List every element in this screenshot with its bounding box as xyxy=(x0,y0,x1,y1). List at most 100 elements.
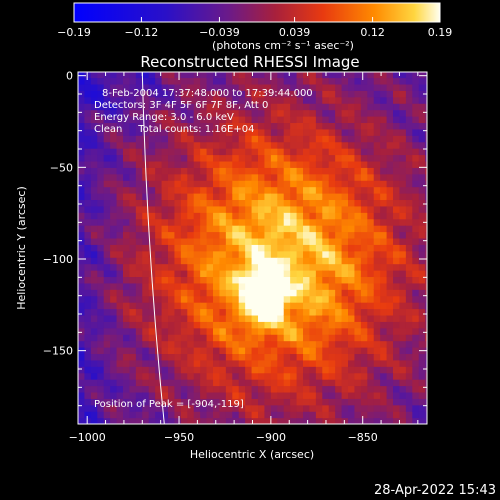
heatmap-cell xyxy=(405,135,413,143)
heatmap-cell xyxy=(348,116,356,124)
heatmap-cell xyxy=(380,321,388,329)
heatmap-cell xyxy=(296,225,304,233)
heatmap-cell xyxy=(290,391,298,399)
heatmap-cell xyxy=(380,205,388,213)
heatmap-cell xyxy=(238,83,246,91)
heatmap-cell xyxy=(367,244,375,252)
heatmap-cell xyxy=(386,398,394,406)
heatmap-cell xyxy=(187,96,195,104)
heatmap-cell xyxy=(405,404,413,412)
heatmap-cell xyxy=(180,276,188,284)
heatmap-cell xyxy=(213,411,221,419)
heatmap-cell xyxy=(303,308,311,316)
heatmap-cell xyxy=(367,186,375,194)
heatmap-cell xyxy=(341,308,349,316)
heatmap-cell xyxy=(129,257,137,265)
heatmap-cell xyxy=(180,199,188,207)
heatmap-cell xyxy=(380,186,388,194)
heatmap-cell xyxy=(245,404,253,412)
heatmap-cell xyxy=(187,90,195,98)
heatmap-cell xyxy=(412,327,420,335)
heatmap-cell xyxy=(412,250,420,258)
heatmap-cell xyxy=(277,180,285,188)
heatmap-cell xyxy=(193,404,201,412)
heatmap-cell xyxy=(135,160,143,168)
heatmap-cell xyxy=(155,270,163,278)
heatmap-cell xyxy=(277,308,285,316)
heatmap-cell xyxy=(180,96,188,104)
heatmap-cell xyxy=(412,237,420,245)
heatmap-cell xyxy=(129,289,137,297)
heatmap-cell xyxy=(360,154,368,162)
heatmap-cell xyxy=(251,391,259,399)
heatmap-cell xyxy=(393,186,401,194)
heatmap-cell xyxy=(283,289,291,297)
heatmap-cell xyxy=(78,173,86,181)
heatmap-cell xyxy=(251,340,259,348)
heatmap-cell xyxy=(97,72,105,79)
heatmap-cell xyxy=(309,257,317,265)
heatmap-cell xyxy=(232,154,240,162)
heatmap-cell xyxy=(283,141,291,149)
heatmap-cell xyxy=(116,96,124,104)
heatmap-cell xyxy=(174,276,182,284)
heatmap-cell xyxy=(322,122,330,130)
heatmap-cell xyxy=(283,212,291,220)
heatmap-cell xyxy=(264,167,272,175)
heatmap-cell xyxy=(303,109,311,117)
heatmap-cell xyxy=(386,109,394,117)
heatmap-cell xyxy=(187,128,195,136)
heatmap-cell xyxy=(399,173,407,181)
heatmap-cell xyxy=(341,77,349,85)
heatmap-cell xyxy=(315,314,323,322)
heatmap-cell xyxy=(373,353,381,361)
heatmap-cell xyxy=(328,295,336,303)
heatmap-cell xyxy=(328,180,336,188)
heatmap-cell xyxy=(225,295,233,303)
heatmap-cell xyxy=(148,218,156,226)
heatmap-cell xyxy=(341,379,349,387)
heatmap-cell xyxy=(393,180,401,188)
heatmap-cell xyxy=(380,385,388,393)
heatmap-cell xyxy=(142,411,150,419)
heatmap-cell xyxy=(303,321,311,329)
heatmap-cell xyxy=(238,77,246,85)
heatmap-cell xyxy=(168,411,176,419)
heatmap-cell xyxy=(219,327,227,335)
heatmap-cell xyxy=(155,237,163,245)
heatmap-cell xyxy=(206,141,214,149)
heatmap-cell xyxy=(200,257,208,265)
heatmap-cell xyxy=(322,180,330,188)
heatmap-cell xyxy=(270,72,278,79)
heatmap-cell xyxy=(348,359,356,367)
heatmap-cell xyxy=(103,237,111,245)
heatmap-cell xyxy=(174,148,182,156)
heatmap-cell xyxy=(425,135,427,143)
heatmap-cell xyxy=(103,398,111,406)
heatmap-cell xyxy=(168,308,176,316)
heatmap-cell xyxy=(78,225,86,233)
heatmap-cell xyxy=(348,231,356,239)
heatmap-cell xyxy=(123,103,131,111)
heatmap-cell xyxy=(373,193,381,201)
heatmap-cell xyxy=(116,218,124,226)
heatmap-cell xyxy=(290,308,298,316)
heatmap-cell xyxy=(193,366,201,374)
heatmap-cell xyxy=(103,417,111,424)
heatmap-cell xyxy=(123,308,131,316)
heatmap-cell xyxy=(200,90,208,98)
heatmap-cell xyxy=(296,167,304,175)
heatmap-cell xyxy=(206,148,214,156)
heatmap-cell xyxy=(348,148,356,156)
heatmap-cell xyxy=(418,276,426,284)
heatmap-cell xyxy=(418,160,426,168)
heatmap-cell xyxy=(386,77,394,85)
heatmap-cell xyxy=(367,391,375,399)
heatmap-cell xyxy=(129,167,137,175)
heatmap-cell xyxy=(341,372,349,380)
heatmap-cell xyxy=(283,366,291,374)
heatmap-cell xyxy=(78,250,86,258)
heatmap-cell xyxy=(232,353,240,361)
heatmap-cell xyxy=(180,379,188,387)
heatmap-cell xyxy=(335,282,343,290)
